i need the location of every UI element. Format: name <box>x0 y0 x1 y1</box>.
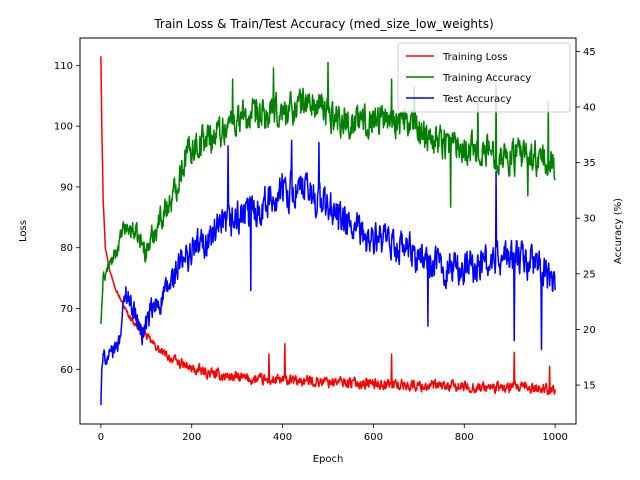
left-y-tick-label: 100 <box>54 122 73 133</box>
left-y-tick-label: 110 <box>54 61 73 72</box>
series-line-test-accuracy <box>100 139 556 406</box>
right-y-tick-label: 40 <box>583 102 596 113</box>
x-tick-label: 200 <box>182 432 201 443</box>
plot-frame <box>79 37 577 425</box>
legend-label-training-accuracy: Training Accuracy <box>442 73 531 84</box>
x-tick-label: 800 <box>455 432 474 443</box>
right-y-tick-label: 30 <box>583 214 596 225</box>
left-y-tick-label: 90 <box>60 182 73 193</box>
series-line-training-accuracy <box>100 61 556 324</box>
legend-box <box>397 42 571 113</box>
right-y-axis: 15 20 25 30 35 40 45 <box>576 47 596 392</box>
left-y-tick-label: 60 <box>60 365 73 376</box>
right-y-tick-label: 35 <box>583 158 596 169</box>
legend-label-training-loss: Training Loss <box>442 52 508 63</box>
right-y-axis-label: Accuracy (%) <box>613 198 624 264</box>
x-tick-label: 600 <box>364 432 383 443</box>
right-y-tick-label: 20 <box>583 325 596 336</box>
right-y-tick-label: 25 <box>583 269 596 280</box>
left-y-axis-label: Loss <box>18 220 29 242</box>
series-line-training-loss <box>100 56 556 396</box>
x-axis: 0 200 400 600 800 1000 <box>98 424 568 443</box>
legend-label-test-accuracy: Test Accuracy <box>442 94 512 105</box>
x-axis-label: Epoch <box>313 454 344 465</box>
left-y-tick-label: 80 <box>60 243 73 254</box>
left-y-tick-label: 70 <box>60 304 73 315</box>
right-y-tick-label: 15 <box>583 381 596 392</box>
chart-title: Train Loss & Train/Test Accuracy (med_si… <box>153 17 493 31</box>
x-tick-label: 0 <box>98 432 104 443</box>
right-y-tick-label: 45 <box>583 47 596 58</box>
series-layer <box>100 56 556 406</box>
legend: Training Loss Training Accuracy Test Acc… <box>397 42 571 113</box>
left-y-axis: 60 70 80 90 100 110 <box>54 61 80 376</box>
x-tick-label: 400 <box>273 432 292 443</box>
x-tick-label: 1000 <box>542 432 567 443</box>
